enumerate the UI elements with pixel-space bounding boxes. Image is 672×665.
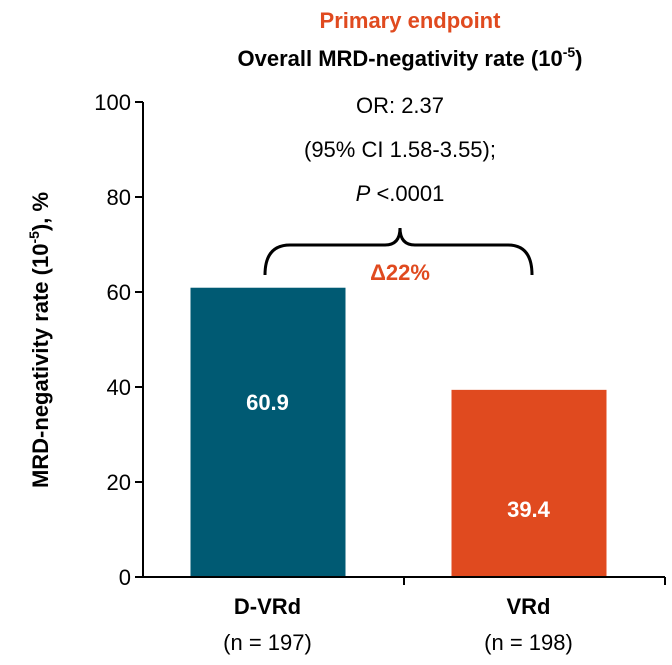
x-tick-note: (n = 197): [223, 630, 312, 655]
x-tick-label: D-VRd: [234, 594, 301, 619]
subtitle-text: Overall MRD-negativity rate (10: [237, 46, 562, 71]
p-symbol: P: [356, 181, 371, 206]
annotation-or: OR: 2.37: [356, 93, 444, 118]
subtitle-suffix: ): [575, 46, 582, 71]
y-tick-label: 60: [107, 280, 131, 305]
annotation-ci: (95% CI 1.58-3.55);: [304, 137, 496, 162]
annotation-p: P <.0001: [356, 181, 445, 206]
delta-label: Δ22%: [370, 260, 430, 285]
y-tick-label: 80: [107, 185, 131, 210]
y-tick-label: 20: [107, 470, 131, 495]
bar: [190, 287, 346, 577]
chart-subtitle: Overall MRD-negativity rate (10-5): [237, 44, 582, 71]
y-tick-label: 40: [107, 375, 131, 400]
y-label-text: MRD-negativity rate (10: [28, 244, 53, 489]
x-tick-label: VRd: [507, 594, 551, 619]
x-tick-note: (n = 198): [484, 630, 573, 655]
p-value: <.0001: [370, 181, 444, 206]
y-axis-label: MRD-negativity rate (10-5), %: [26, 192, 53, 488]
subtitle-superscript: -5: [563, 44, 576, 60]
value-label: 60.9: [246, 390, 289, 415]
y-label-suffix: ), %: [28, 192, 53, 231]
y-tick-label: 0: [119, 565, 131, 590]
chart-title: Primary endpoint: [320, 8, 502, 33]
bar: [451, 389, 607, 577]
y-tick-label: 100: [94, 90, 131, 115]
bracket: [263, 227, 534, 276]
value-label: 39.4: [507, 497, 551, 522]
y-label-superscript: -5: [26, 231, 42, 244]
